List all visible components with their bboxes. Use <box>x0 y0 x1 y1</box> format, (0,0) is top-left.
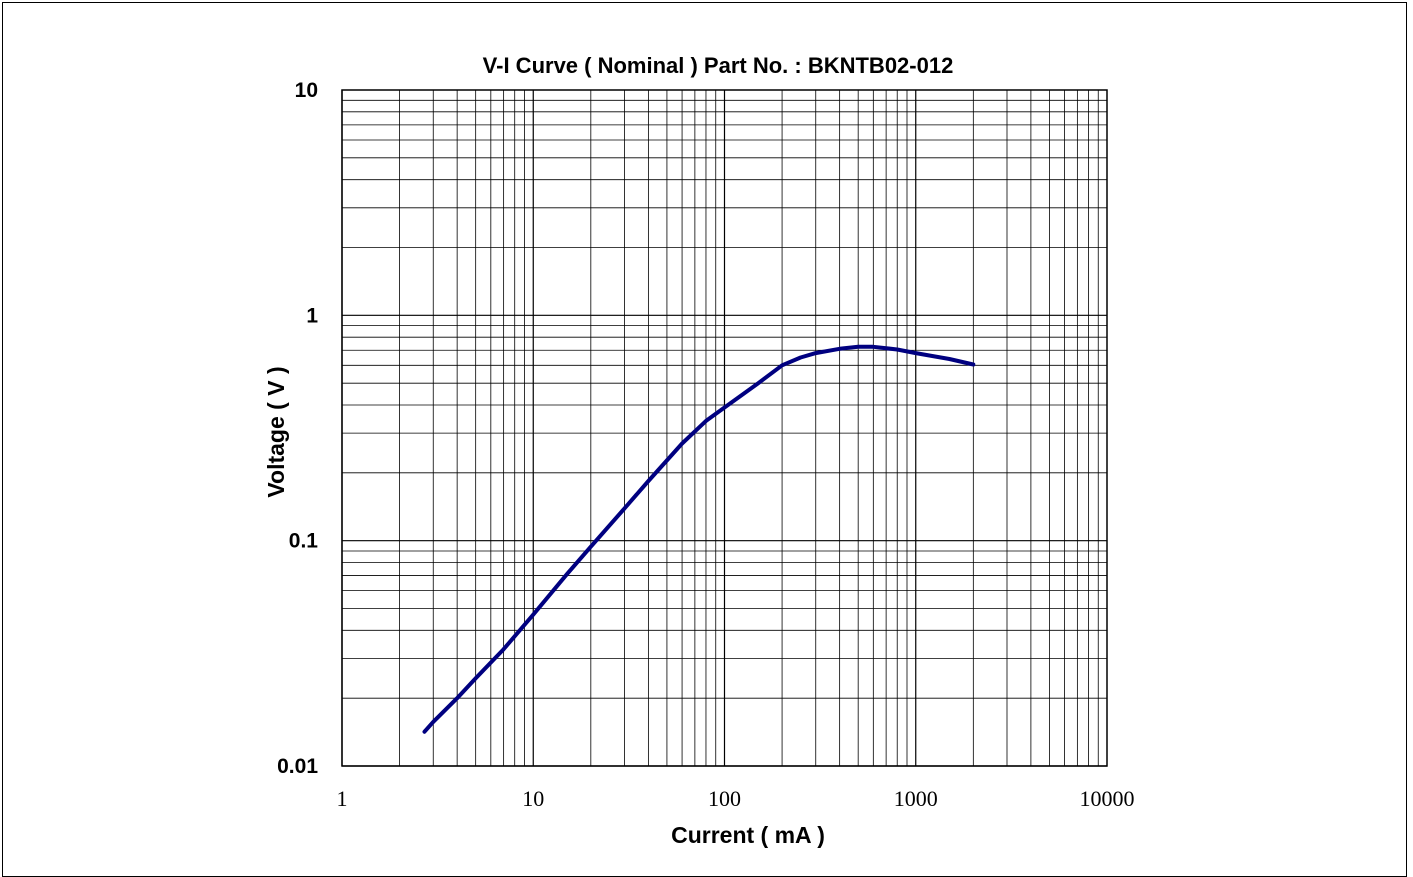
y-tick-label: 0.1 <box>289 530 319 553</box>
x-axis-label: Current ( mA ) <box>671 822 825 848</box>
y-tick-labels: 0.01 0.1 1 10 <box>277 79 318 778</box>
x-tick-label: 100 <box>708 786 741 811</box>
x-tick-labels: 1 10 100 1000 10000 <box>337 786 1135 811</box>
x-tick-label: 1 <box>337 786 348 811</box>
y-axis-label: Voltage ( V ) <box>263 366 289 497</box>
series-line <box>422 344 976 734</box>
grid <box>341 90 1107 767</box>
y-tick-label: 0.01 <box>277 755 318 778</box>
y-tick-label: 10 <box>295 79 318 102</box>
x-tick-label: 10 <box>522 786 544 811</box>
series-group <box>422 344 976 734</box>
y-tick-label: 1 <box>306 304 318 327</box>
plot-area <box>341 89 1108 767</box>
chart-title: V-I Curve ( Nominal ) Part No. : BKNTB02… <box>483 53 954 78</box>
x-tick-label: 1000 <box>894 786 938 811</box>
x-tick-label: 10000 <box>1080 786 1135 811</box>
